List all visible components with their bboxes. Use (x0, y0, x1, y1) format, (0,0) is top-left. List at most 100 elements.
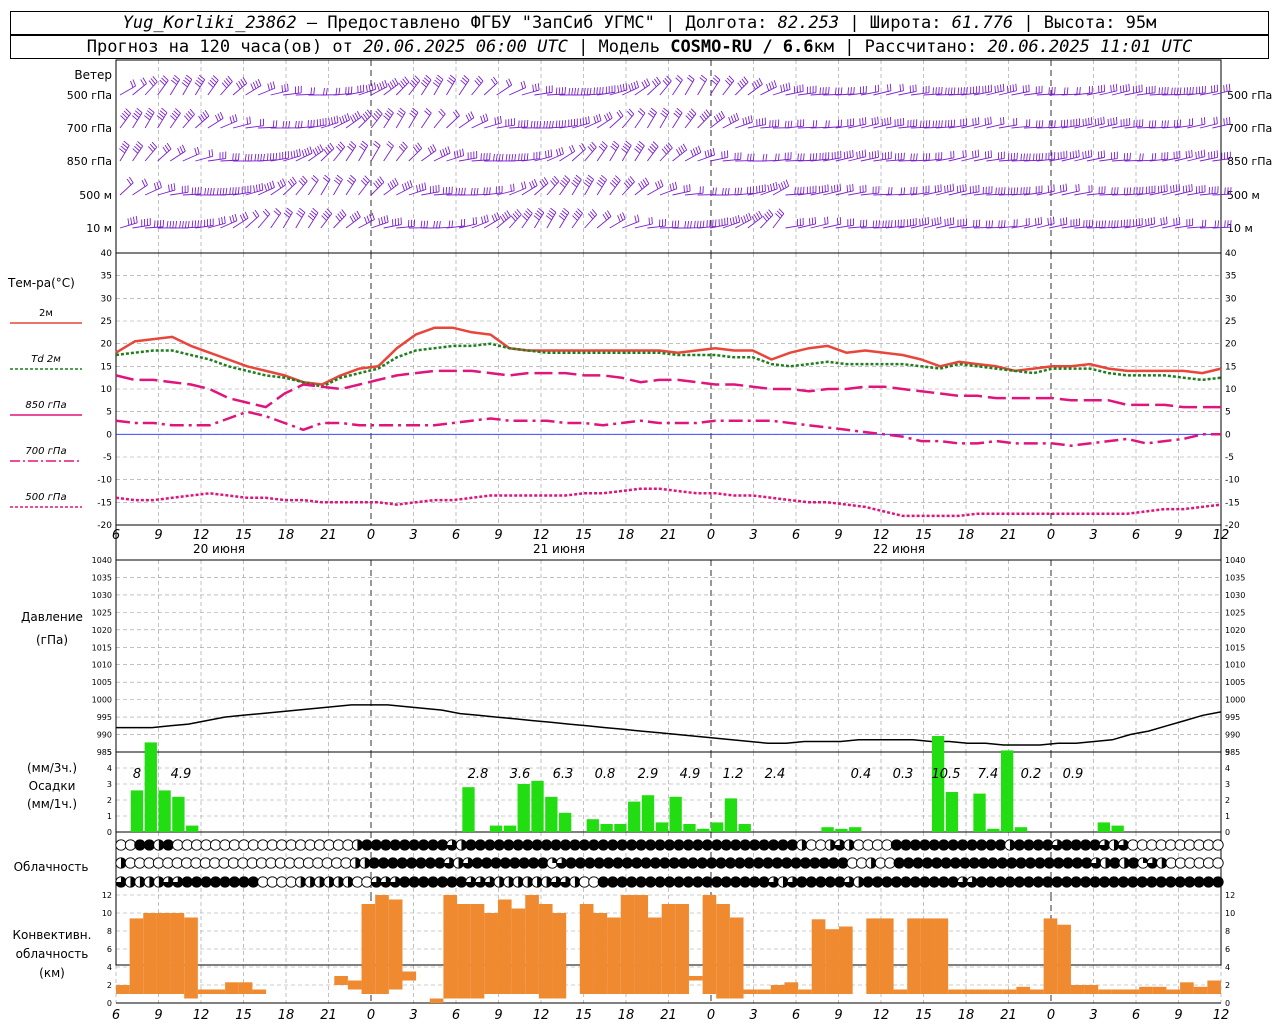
wind-barb-feather (416, 185, 419, 193)
wind-barb-feather (523, 212, 530, 219)
wind-barb-shaft (245, 189, 263, 196)
wind-barb-feather (726, 77, 733, 84)
cloud-cover-fill (329, 876, 335, 888)
wind-barb-shaft (1174, 190, 1193, 196)
wind-barb-feather (250, 153, 253, 161)
wind-barb-feather (767, 184, 770, 192)
wind-barb-feather (254, 209, 260, 217)
wind-barb-shaft (345, 145, 357, 162)
wind-barb (232, 116, 251, 129)
precip-bar (489, 825, 503, 832)
wind-barb-feather (135, 143, 142, 149)
cloud-cover-fill (894, 857, 905, 869)
precip-total-label: 3.6 (510, 767, 531, 782)
wind-barb (885, 152, 905, 162)
wind-barb (835, 86, 855, 96)
wind-barb-feather (150, 78, 156, 85)
wind-barb-shaft (295, 180, 308, 196)
wind-barb-shaft (546, 181, 560, 196)
wind-barb-shaft (584, 214, 598, 229)
cloud-cover-fill (1184, 876, 1195, 888)
wind-barb-feather (1100, 117, 1102, 125)
wind-barb (1036, 152, 1056, 162)
wind-barb-feather (602, 86, 604, 94)
wind-barb-feather (956, 185, 959, 193)
cloud-cover-fill (575, 857, 586, 869)
cloud-cover-circle (257, 839, 269, 851)
computed-prefix: км | Рассчитано: (813, 37, 988, 57)
wind-barb-shaft (220, 193, 239, 196)
wind-barb-shaft (973, 226, 992, 229)
wind-barb-feather (191, 187, 194, 195)
convective-bar (784, 982, 799, 994)
wind-barb (961, 149, 980, 162)
wind-barb-feather (361, 140, 368, 146)
ytick-right-temp: -10 (1225, 476, 1240, 486)
wind-barb-feather (238, 80, 243, 88)
wind-barb-shaft (333, 179, 343, 196)
convective-bar (361, 904, 376, 994)
wind-barb-shaft (483, 218, 500, 229)
wind-barb (1111, 219, 1131, 229)
wind-barb-feather (1075, 184, 1077, 192)
wind-barb-shaft (194, 79, 206, 96)
wind-barb-feather (312, 175, 319, 181)
t500-line (115, 487, 1222, 518)
cloud-cover-circle (134, 857, 146, 869)
wind-barb-feather (783, 180, 787, 188)
wind-barb (1024, 153, 1044, 162)
wind-barb-feather (535, 83, 537, 91)
wind-barb-shaft (1124, 193, 1143, 196)
wind-barb (1074, 219, 1094, 229)
wind-barb-shaft (898, 91, 917, 96)
wind-barb (722, 152, 742, 162)
wind-barb-feather (536, 210, 543, 216)
wind-barb-feather (521, 182, 524, 190)
wind-barb-feather (720, 110, 725, 118)
wind-barb-feather (532, 84, 535, 92)
ytick-right-prec: 2 (1225, 796, 1230, 805)
cloud-cover-fill (796, 876, 808, 888)
wind-barb-feather (198, 115, 203, 123)
longitude-value: 82.253 (777, 13, 840, 33)
wind-barb-feather (1111, 220, 1113, 228)
wind-barb (672, 107, 683, 129)
cloud-cover-fill (1099, 839, 1110, 851)
wind-barb-feather (950, 87, 953, 95)
wind-barb-feather (333, 179, 340, 185)
wind-barb (634, 140, 645, 162)
wind-barb-feather (543, 177, 549, 184)
wind-barb-feather (718, 112, 723, 120)
wind-barb (747, 210, 763, 229)
cloud-cover-circle (276, 876, 288, 888)
cloud-cover-circle (312, 857, 324, 869)
cloud-cover-fill (434, 857, 445, 869)
wind-barb-feather (1167, 120, 1169, 128)
wind-barb-feather (800, 153, 802, 161)
cloud-cover-fill (1089, 876, 1101, 888)
wind-barb-feather (325, 87, 328, 96)
wind-barb (195, 218, 214, 229)
wind-barb-shaft (672, 149, 687, 162)
wind-barb (207, 151, 227, 162)
cloud-cover-fill (753, 857, 764, 869)
wind-barb (1049, 150, 1068, 162)
wind-barb (370, 108, 383, 129)
wind-barb-feather (1226, 117, 1228, 125)
ytick-right-pres: 1015 (1225, 643, 1245, 652)
wind-barb (923, 86, 943, 96)
wind-barb-feather (562, 177, 569, 183)
wind-barb-shaft (973, 192, 992, 196)
precip-bar (586, 819, 599, 832)
wind-barb-feather (364, 175, 370, 182)
wind-barb-feather (577, 87, 579, 95)
pressure-title: Давление (21, 610, 83, 624)
convective-bar (429, 998, 444, 1003)
wind-barb-shaft (634, 183, 650, 196)
wind-barb-feather (617, 85, 620, 93)
wind-barb-feather (586, 87, 589, 95)
wind-barb (345, 140, 357, 162)
wind-barb-shaft (885, 90, 904, 96)
wind-barb-feather (797, 187, 799, 195)
wind-barb (634, 216, 653, 229)
